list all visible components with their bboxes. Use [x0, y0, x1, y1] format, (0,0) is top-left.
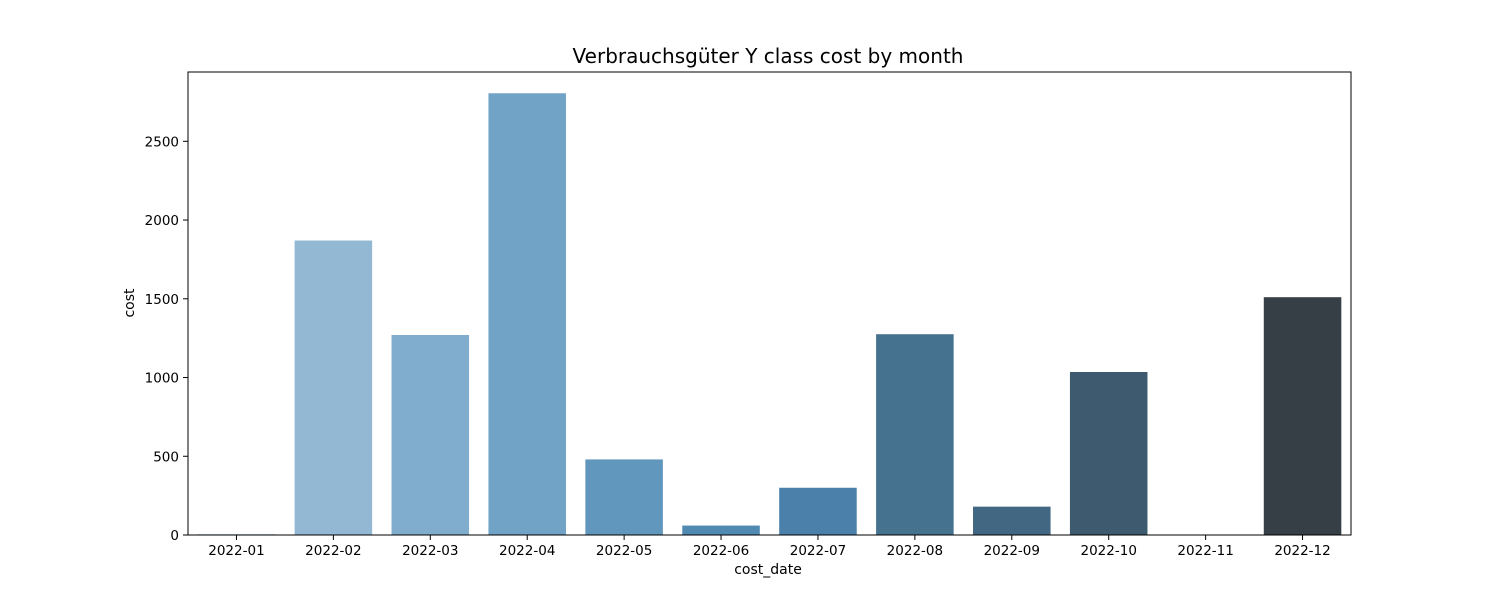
bar-group — [197, 93, 1342, 536]
y-tick-label: 500 — [153, 449, 179, 465]
bar-2022-06 — [682, 525, 760, 535]
x-tick-label: 2022-02 — [305, 543, 361, 559]
x-tick-label: 2022-01 — [208, 543, 264, 559]
x-tick-label: 2022-11 — [1177, 543, 1233, 559]
x-tick-label: 2022-06 — [693, 543, 749, 559]
x-tick-label: 2022-08 — [887, 543, 943, 559]
bar-2022-05 — [585, 459, 663, 535]
bar-2022-12 — [1263, 297, 1342, 535]
bar-2022-10 — [1069, 372, 1148, 535]
x-axis-ticks: 2022-01 2022-02 2022-03 2022-04 2022-05 2022-… — [208, 535, 1331, 559]
bar-2022-07 — [779, 487, 857, 535]
x-tick-label: 2022-03 — [402, 543, 458, 559]
plot-area-frame — [187, 71, 1352, 536]
y-axis-ticks: 0 500 1000 1500 2000 2500 — [145, 134, 188, 544]
bar-2022-02 — [294, 240, 373, 535]
y-axis-label: cost — [122, 288, 138, 318]
x-tick-label: 2022-09 — [984, 543, 1040, 559]
bar-2022-09 — [973, 506, 1051, 535]
bar-2022-03 — [391, 334, 470, 535]
chart-title: Verbrauchsgüter Y class cost by month — [573, 44, 964, 68]
y-tick-label: 2000 — [145, 213, 179, 229]
x-tick-label: 2022-04 — [499, 543, 555, 559]
y-tick-label: 1000 — [145, 371, 179, 387]
x-tick-label: 2022-12 — [1274, 543, 1330, 559]
bar-2022-04 — [488, 93, 566, 536]
x-axis-label: cost_date — [734, 562, 802, 578]
x-tick-label: 2022-10 — [1081, 543, 1137, 559]
bar-2022-08 — [876, 334, 954, 535]
x-tick-label: 2022-07 — [790, 543, 846, 559]
y-tick-label: 0 — [170, 528, 179, 544]
x-tick-label: 2022-05 — [596, 543, 652, 559]
y-tick-label: 1500 — [145, 292, 179, 308]
y-tick-label: 2500 — [145, 134, 179, 150]
